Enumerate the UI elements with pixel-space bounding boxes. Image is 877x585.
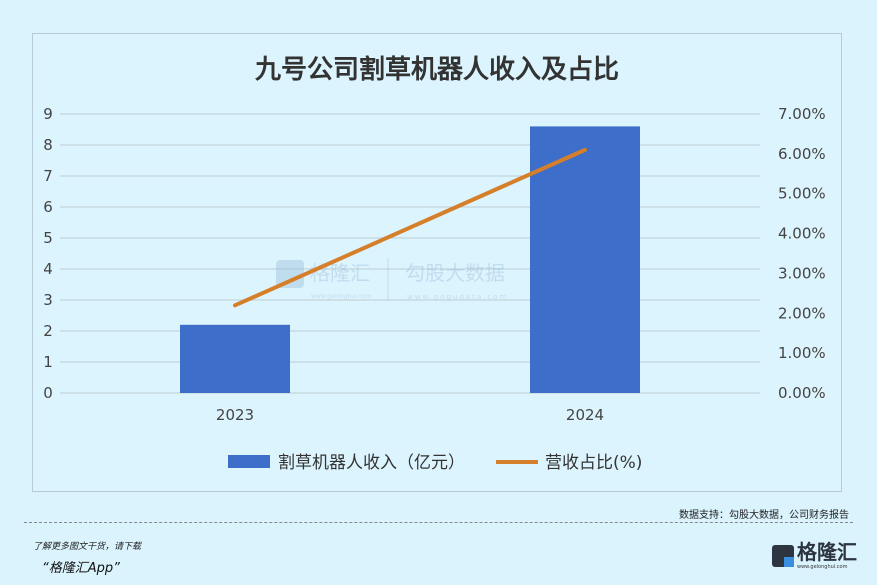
x-tick: 2024 bbox=[566, 406, 604, 424]
chart: 九号公司割草机器人收入及占比 格隆汇 www.gelonghui.com 勾股大… bbox=[43, 54, 826, 473]
watermark-gelonghui: 格隆汇 bbox=[310, 261, 370, 285]
y-left-tick: 5 bbox=[43, 229, 53, 247]
watermark-gogudata: 勾股大数据 bbox=[405, 261, 505, 285]
watermark: 格隆汇 www.gelonghui.com 勾股大数据 www.gogudata… bbox=[276, 258, 508, 301]
y-left-tick: 1 bbox=[43, 353, 53, 371]
y-left-tick: 2 bbox=[43, 322, 53, 340]
legend-swatch-bar bbox=[228, 455, 270, 468]
divider bbox=[24, 522, 853, 523]
logo-url: www.gelonghui.com bbox=[797, 564, 848, 570]
y-left-tick: 7 bbox=[43, 167, 53, 185]
gelonghui-logo: 格隆汇 www.gelonghui.com bbox=[772, 541, 857, 571]
share-line bbox=[233, 147, 587, 308]
y-left-tick: 9 bbox=[43, 105, 53, 123]
promo-text: 了解更多图文干货，请下载 bbox=[33, 542, 142, 552]
data-source: 数据支持：勾股大数据，公司财务报告 bbox=[679, 510, 849, 521]
legend: 割草机器人收入（亿元） 营收占比(%) bbox=[228, 453, 642, 473]
y-left-tick: 0 bbox=[43, 384, 53, 402]
y-left-tick: 4 bbox=[43, 260, 53, 278]
watermark-logo-icon bbox=[276, 260, 304, 288]
y-left-tick: 6 bbox=[43, 198, 53, 216]
chart-panel bbox=[32, 33, 842, 492]
watermark-gogudata-url: www.gogudata.com bbox=[407, 293, 508, 301]
y-right-tick: 1.00% bbox=[778, 344, 826, 362]
watermark-gelonghui-url: www.gelonghui.com bbox=[311, 293, 372, 300]
y-left-tick: 3 bbox=[43, 291, 53, 309]
x-tick: 2023 bbox=[216, 406, 254, 424]
legend-label-share: 营收占比(%) bbox=[545, 453, 642, 473]
y-right-tick: 2.00% bbox=[778, 304, 826, 322]
legend-label-revenue: 割草机器人收入（亿元） bbox=[278, 453, 465, 473]
promo-app-name: “格隆汇App” bbox=[42, 561, 120, 576]
y-right-tick: 0.00% bbox=[778, 384, 826, 402]
logo-icon bbox=[772, 545, 794, 567]
chart-title: 九号公司割草机器人收入及占比 bbox=[254, 54, 619, 85]
logo-text: 格隆汇 bbox=[797, 540, 857, 564]
y-right-tick: 6.00% bbox=[778, 145, 826, 163]
y-right-tick: 5.00% bbox=[778, 185, 826, 203]
bar-2023 bbox=[180, 324, 290, 393]
bar-2024 bbox=[530, 126, 640, 394]
y-right-tick: 7.00% bbox=[778, 105, 826, 123]
y-left-tick: 8 bbox=[43, 136, 53, 154]
y-right-tick: 4.00% bbox=[778, 225, 826, 243]
y-right-tick: 3.00% bbox=[778, 264, 826, 282]
